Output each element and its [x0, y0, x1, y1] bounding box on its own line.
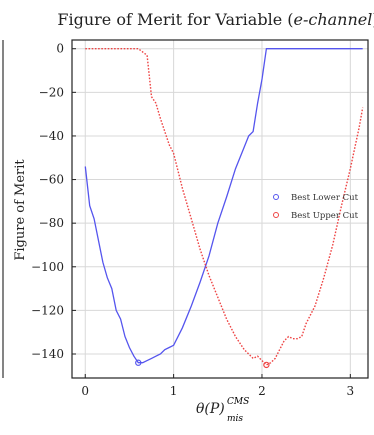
y-tick-label: 0	[56, 42, 64, 56]
series-line-lower-cut	[84, 48, 363, 364]
minimum-marker-upper-cut	[263, 361, 270, 369]
minimum-marker-lower-cut	[135, 359, 142, 366]
x-tick-label: 1	[170, 384, 178, 398]
x-axis-label-sub: mis	[227, 414, 243, 424]
chart-title: Figure of Merit for Variable (e-channel)	[57, 10, 374, 29]
x-axis-label: θ(P)	[196, 401, 225, 417]
y-tick-label: −60	[39, 173, 64, 187]
legend-label-lower: Best Lower Cut	[291, 193, 359, 203]
series-line-upper-cut	[85, 48, 364, 366]
legend-label-upper: Best Upper Cut	[291, 211, 359, 221]
legend: Best Lower Cut Best Upper Cut	[273, 193, 359, 221]
grid	[72, 40, 368, 378]
x-tick-label: 3	[347, 384, 355, 398]
y-tick-label: −140	[31, 347, 64, 361]
series-layer	[84, 48, 364, 369]
plot-frame	[71, 39, 369, 379]
y-tick-label: −120	[31, 303, 64, 317]
legend-marker-lower	[273, 194, 279, 200]
x-tick-label: 0	[81, 384, 89, 398]
ticks: 0 1 2 3 0 −20 −40 −60 −80 −100 −120 −140	[31, 42, 354, 398]
y-axis-label: Figure of Merit	[13, 159, 28, 261]
y-tick-label: −20	[39, 85, 64, 99]
legend-marker-upper	[273, 212, 279, 218]
y-tick-label: −40	[39, 129, 64, 143]
x-tick-label: 2	[258, 384, 266, 398]
y-tick-label: −100	[31, 260, 64, 274]
y-tick-label: −80	[39, 216, 64, 230]
x-axis-label-sup: CMS	[227, 397, 249, 407]
